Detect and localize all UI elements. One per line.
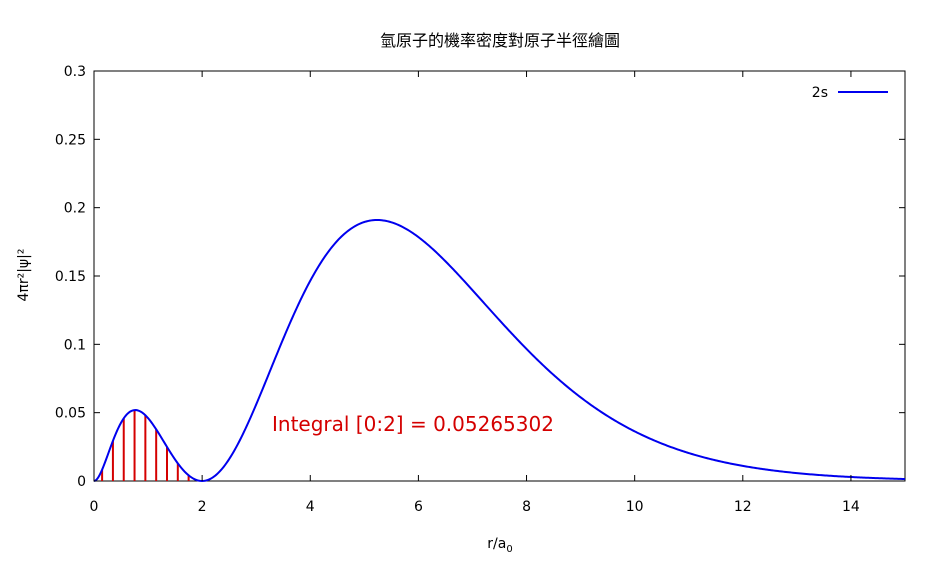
- y-tick-label: 0.2: [64, 201, 86, 217]
- y-tick-label: 0.1: [64, 337, 86, 353]
- y-tick-label: 0.05: [55, 406, 86, 422]
- legend-label-2s: 2s: [812, 85, 828, 101]
- x-axis-ticks: 0 2 4 6 8 10 12 14: [90, 71, 860, 515]
- x-axis-label-subscript: 0: [506, 544, 512, 555]
- chart-title: 氫原子的機率密度對原子半徑繪圖: [380, 31, 620, 50]
- y-tick-label: 0.25: [55, 132, 86, 148]
- x-tick-label: 4: [306, 499, 315, 515]
- x-tick-label: 12: [734, 499, 752, 515]
- y-axis-label: 4πr²|ψ|²: [16, 249, 32, 302]
- y-axis-ticks: 0 0.05 0.1 0.15 0.2 0.25 0.3: [55, 64, 905, 490]
- x-tick-label: 10: [626, 499, 644, 515]
- integral-annotation: Integral [0:2] = 0.05265302: [272, 412, 554, 436]
- x-tick-label: 8: [522, 499, 531, 515]
- x-tick-label: 14: [842, 499, 860, 515]
- y-tick-label: 0.15: [55, 269, 86, 285]
- x-tick-label: 0: [90, 499, 99, 515]
- x-axis-label: r/a0: [487, 536, 512, 555]
- x-tick-label: 2: [198, 499, 207, 515]
- series-2s-line: [93, 219, 906, 483]
- x-axis-label-main: r/a: [487, 536, 506, 552]
- y-tick-label: 0.3: [64, 64, 86, 80]
- x-tick-label: 6: [414, 499, 423, 515]
- y-tick-label: 0: [77, 474, 86, 490]
- legend: 2s: [812, 85, 888, 101]
